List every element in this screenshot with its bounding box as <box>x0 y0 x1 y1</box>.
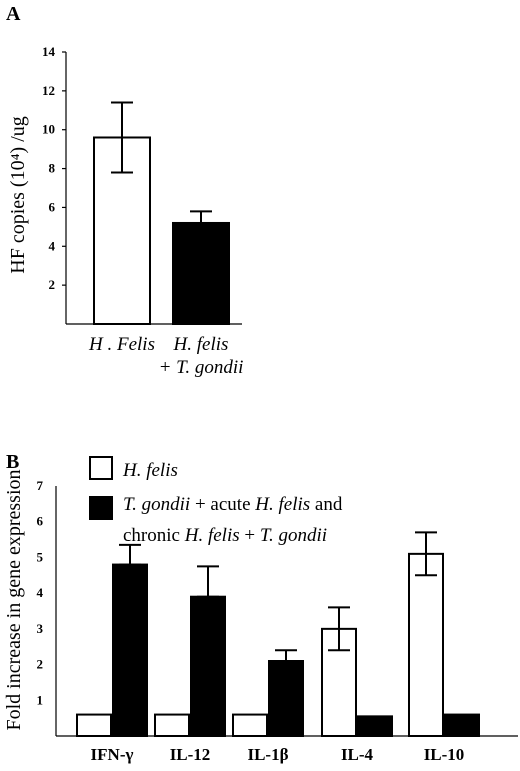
panel-a-tick-label-1: 4 <box>49 238 56 253</box>
panel-b-bar-s1-0 <box>112 563 148 737</box>
panel-b-legend-label-1-1: chronic H. felis + T. gondii <box>123 525 327 546</box>
legend-text-segment: H. felis <box>254 494 310 515</box>
panel-a-tick-label-6: 14 <box>42 44 56 59</box>
panel-b-tick-label-5: 6 <box>37 514 44 529</box>
legend-text-segment: T. gondii <box>123 494 190 515</box>
panel-a-bar-1 <box>172 221 230 326</box>
panel-a-bars <box>93 101 230 326</box>
panel-a-tick-label-4: 10 <box>42 122 55 137</box>
panel-b-error-bar-s1-2 <box>275 649 297 662</box>
panel-a-tick-label-0: 2 <box>49 277 56 292</box>
panel-b-bar-s0-0 <box>76 713 112 737</box>
panel-a-tick-label-2: 6 <box>49 199 56 214</box>
panel-b-bar-s0-1 <box>154 713 190 737</box>
panel-a-category-label-1-1: + T. gondii <box>159 357 244 378</box>
panel-b-bar-s1-4 <box>444 713 480 737</box>
legend-text-segment: chronic <box>123 525 185 546</box>
legend-text-segment: H. felis <box>122 460 178 481</box>
panel-a-y-axis-label: HF copies (10⁴) /ug <box>7 116 29 274</box>
panel-b-bar-s0-2 <box>232 713 268 737</box>
panel-a-tick-label-3: 8 <box>49 161 56 176</box>
panel-b-category-label-2: IL-1β <box>247 745 288 764</box>
panel-b-tick-label-1: 2 <box>37 657 44 672</box>
panel-b-bars <box>76 531 480 738</box>
panel-b-legend-label-0-0: H. felis <box>122 460 178 481</box>
panel-b-y-ticks: 1 2 3 4 5 6 7 <box>37 478 44 707</box>
panel-b-error-bar-s1-1 <box>197 565 219 598</box>
panel-b-bar-s1-1 <box>190 595 226 738</box>
panel-a-error-bar-1 <box>190 210 212 224</box>
panel-b-bar-s1-2 <box>268 660 304 737</box>
panel-b-tick-label-4: 5 <box>37 549 44 564</box>
panel-b-tick-label-2: 3 <box>37 621 44 636</box>
panel-b-tick-label-3: 4 <box>37 585 44 600</box>
panel-b-category-label-1: IL-12 <box>170 745 211 764</box>
panel-a: A HF copies (10⁴) /ug 2 4 6 8 10 12 14 H . Fel… <box>6 3 243 378</box>
panel-a-tick-label-5: 12 <box>42 83 55 98</box>
panel-b-legend-label-1-0: T. gondii + acute H. felis and <box>123 494 343 515</box>
panel-b-category-label-0: IFN-γ <box>91 745 134 764</box>
panel-a-category-label-1-0: H. felis <box>173 334 229 355</box>
panel-b-tick-label-6: 7 <box>37 478 44 493</box>
panel-b-legend-swatch-1 <box>89 496 113 520</box>
panel-b-bar-s1-3 <box>357 715 393 737</box>
panel-b-category-label-3: IL-4 <box>341 745 374 764</box>
panel-b-category-label-4: IL-10 <box>424 745 465 764</box>
panel-a-category-label-0-0: H . Felis <box>88 334 155 355</box>
legend-text-segment: T. gondii <box>260 525 327 546</box>
panel-b-letter: B <box>6 451 19 473</box>
panel-b-tick-label-0: 1 <box>37 692 44 707</box>
panel-b-y-axis-label: Fold increase in gene expression <box>3 469 25 730</box>
panel-a-letter: A <box>6 3 21 25</box>
panel-b-category-labels: IFN-γ IL-12 IL-1β IL-4 IL-10 <box>91 745 465 764</box>
panel-a-error-bar-0 <box>111 101 133 174</box>
legend-text-segment: + acute <box>190 494 255 515</box>
panel-b: B Fold increase in gene expression H. fe… <box>3 451 518 764</box>
panel-b-bar-s0-4 <box>408 552 444 737</box>
panel-b-error-bar-s0-3 <box>328 606 350 652</box>
panel-b-error-bar-s0-4 <box>415 531 437 577</box>
legend-text-segment: + <box>240 525 260 546</box>
legend-text-segment: H. felis <box>184 525 240 546</box>
panel-b-legend-swatch-0 <box>89 456 113 480</box>
panel-b-error-bar-s1-0 <box>119 543 141 566</box>
panel-a-category-labels: H . Felis H. felis+ T. gondii <box>88 334 243 378</box>
legend-text-segment: and <box>310 494 343 515</box>
panel-a-y-ticks: 2 4 6 8 10 12 14 <box>42 44 66 292</box>
